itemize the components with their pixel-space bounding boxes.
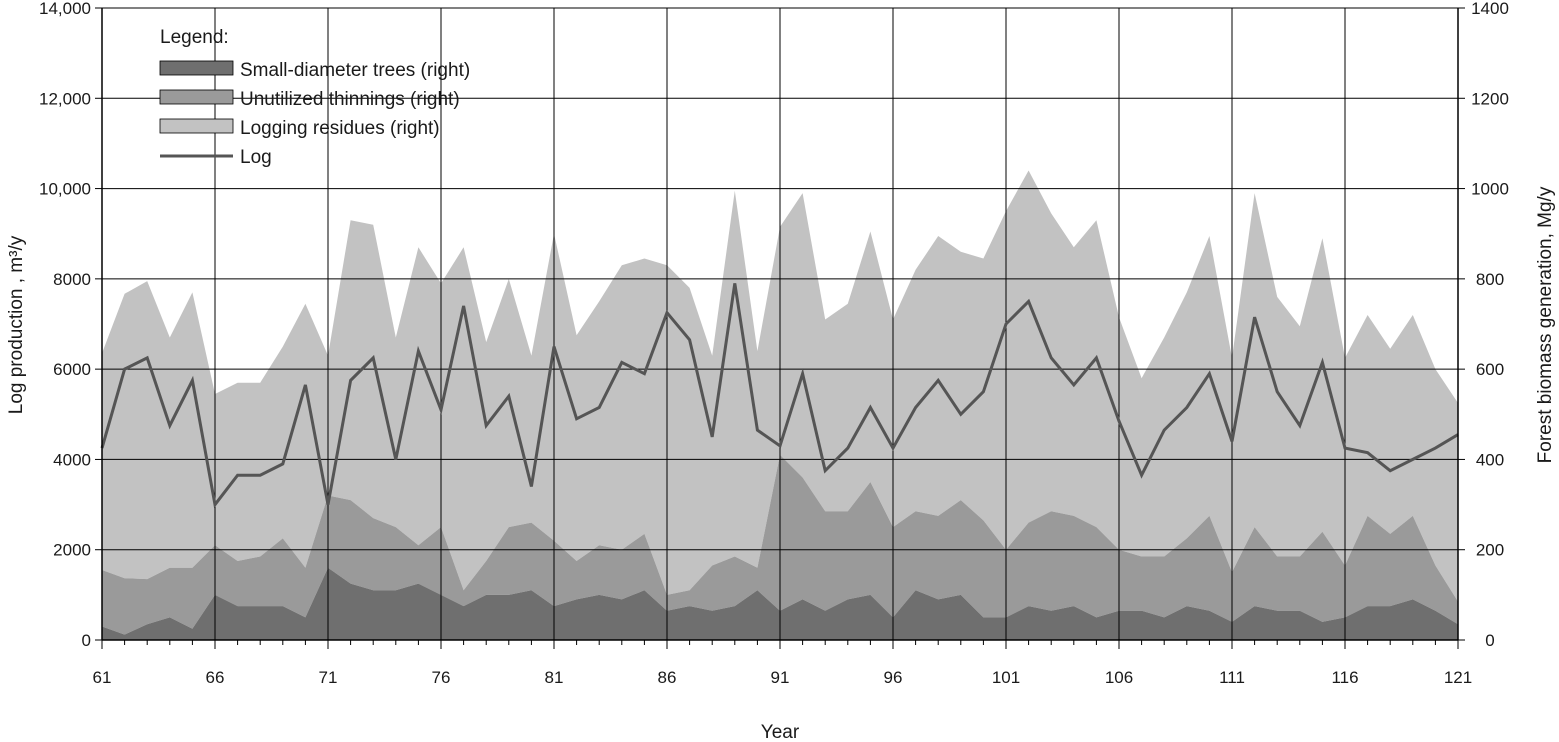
- y-left-tick-label: 0: [82, 631, 91, 650]
- x-tick-label: 111: [1219, 668, 1245, 687]
- y-right-tick-label: 0: [1485, 631, 1494, 650]
- log-line-layer: [100, 283, 1459, 509]
- legend-swatch-residues: [159, 118, 234, 134]
- x-axis-title: Year: [761, 722, 800, 742]
- y-right-tick-label: 1200: [1471, 89, 1509, 108]
- x-tick-label: 76: [432, 668, 451, 687]
- y-right-tick-label: 600: [1476, 360, 1504, 379]
- x-tick-label: 91: [771, 668, 790, 687]
- axes-layer: 0 2000 4000 6000 8000 10,000 12,000 14,000 0 200 4…: [39, 0, 1509, 687]
- legend-label-residues: Logging residues (right): [240, 118, 440, 139]
- x-tick-label: 106: [1105, 668, 1133, 687]
- y-left-tick-label: 14,000: [39, 0, 91, 18]
- x-tick-label: 121: [1444, 668, 1472, 687]
- y-left-tick-label: 2000: [53, 541, 91, 560]
- x-tick-label: 116: [1331, 668, 1358, 687]
- x-tick-label: 71: [319, 668, 338, 687]
- y-axis-right-title: Forest biomass generation, Mg/y: [1535, 186, 1556, 463]
- y-left-tick-label: 8000: [53, 270, 91, 289]
- legend-label-log: Log: [240, 147, 272, 168]
- y-right-tick-label: 800: [1476, 270, 1504, 289]
- x-tick-label: 66: [206, 668, 225, 687]
- x-tick-label: 101: [992, 668, 1020, 687]
- y-right-tick-label: 1400: [1471, 0, 1509, 18]
- y-left-tick-label: 6000: [53, 360, 91, 379]
- legend-label-unutilized: Unutilized thinnings (right): [240, 89, 460, 110]
- y-left-tick-label: 4000: [53, 450, 91, 469]
- x-tick-label: 61: [93, 668, 112, 687]
- y-right-tick-label: 1000: [1471, 180, 1509, 199]
- y-left-tick-label: 10,000: [39, 180, 91, 199]
- legend-title: Legend:: [160, 27, 229, 48]
- legend-label-small: Small-diameter trees (right): [240, 60, 470, 81]
- x-tick-label: 86: [658, 668, 677, 687]
- legend: Legend: Small-diameter trees (right) Unu…: [159, 27, 470, 168]
- y-right-tick-label: 400: [1476, 450, 1504, 469]
- y-axis-left-title: Log production , m³/y: [6, 235, 27, 414]
- series-line-log: [100, 283, 1459, 509]
- legend-swatch-unutilized: [159, 89, 234, 105]
- y-right-tick-label: 200: [1476, 541, 1504, 560]
- y-left-tick-label: 12,000: [39, 89, 91, 108]
- legend-swatch-small: [159, 60, 234, 76]
- x-tick-label: 96: [884, 668, 903, 687]
- x-tick-label: 81: [545, 668, 564, 687]
